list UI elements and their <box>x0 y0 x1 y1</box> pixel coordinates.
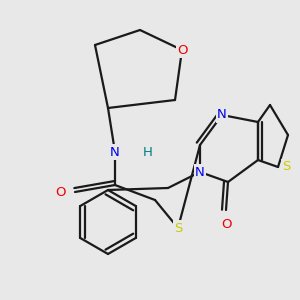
Text: H: H <box>143 146 153 158</box>
Text: N: N <box>217 109 227 122</box>
Text: N: N <box>195 166 205 178</box>
Text: O: O <box>221 218 231 230</box>
Text: N: N <box>110 146 120 158</box>
Text: O: O <box>177 44 187 56</box>
Text: O: O <box>55 185 65 199</box>
Text: S: S <box>174 221 182 235</box>
Text: S: S <box>282 160 290 173</box>
